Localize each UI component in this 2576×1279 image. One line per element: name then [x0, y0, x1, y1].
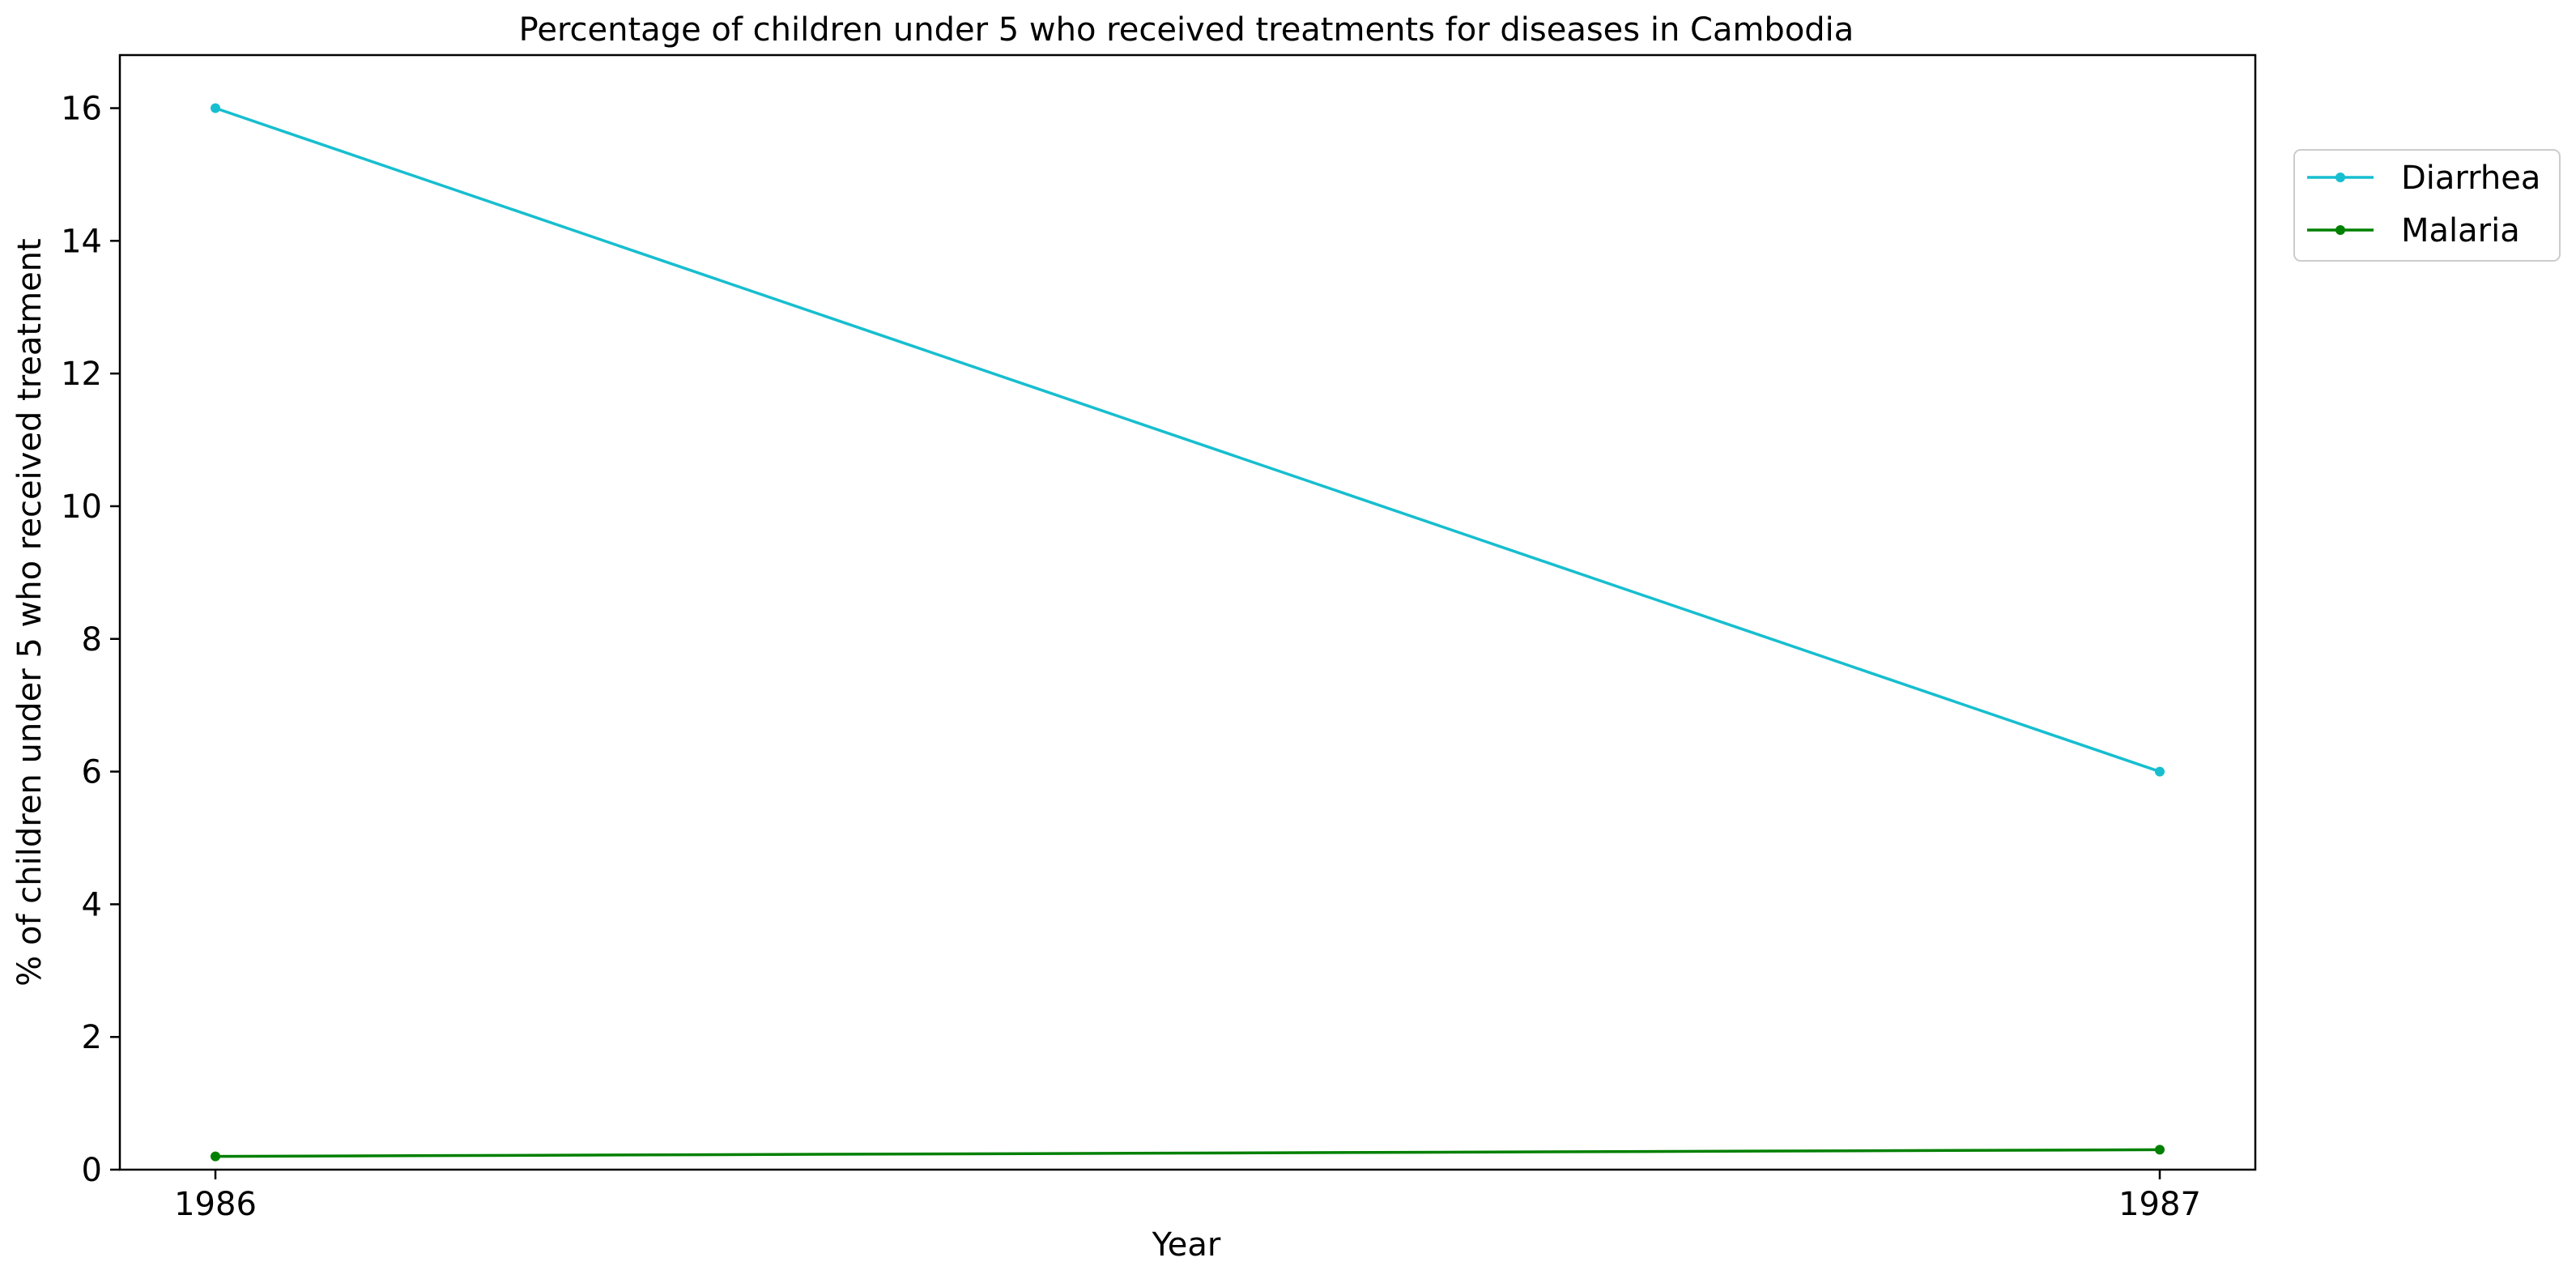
series-line-malaria	[215, 1148, 2161, 1158]
y-axis: 0 2 4 6 8 10 12 14 16	[61, 91, 120, 1189]
y-tick-label: 4	[82, 886, 102, 923]
legend-marker	[2335, 173, 2345, 182]
legend-marker	[2335, 225, 2345, 235]
series-line-diarrhea	[215, 106, 2161, 774]
data-point-diarrhea	[211, 103, 220, 113]
x-axis: 1986 1987	[174, 1170, 2201, 1223]
x-axis-label: Year	[1152, 1226, 1221, 1264]
y-tick-label: 2	[82, 1019, 102, 1056]
series-layer	[211, 103, 2165, 1162]
y-axis-label: % of children under 5 who received treat…	[11, 238, 49, 986]
legend-label: Malaria	[2401, 212, 2520, 249]
data-point-diarrhea	[2155, 766, 2165, 777]
x-tick-label: 1986	[174, 1186, 257, 1223]
y-tick-label: 12	[61, 356, 102, 393]
y-tick-label: 16	[61, 91, 102, 128]
y-tick-label: 8	[82, 621, 102, 659]
data-point-malaria	[211, 1151, 220, 1162]
y-tick-label: 6	[82, 754, 102, 791]
legend-label: Diarrhea	[2401, 160, 2540, 197]
plot-area	[118, 53, 2257, 1171]
legend: Diarrhea Malaria	[2293, 149, 2561, 262]
data-point-malaria	[2155, 1145, 2165, 1155]
x-tick-label: 1987	[2118, 1186, 2201, 1223]
y-tick-label: 0	[82, 1152, 102, 1189]
y-tick-label: 10	[61, 488, 102, 526]
chart-title: Percentage of children under 5 who recei…	[519, 11, 1854, 49]
y-tick-label: 14	[61, 223, 102, 260]
